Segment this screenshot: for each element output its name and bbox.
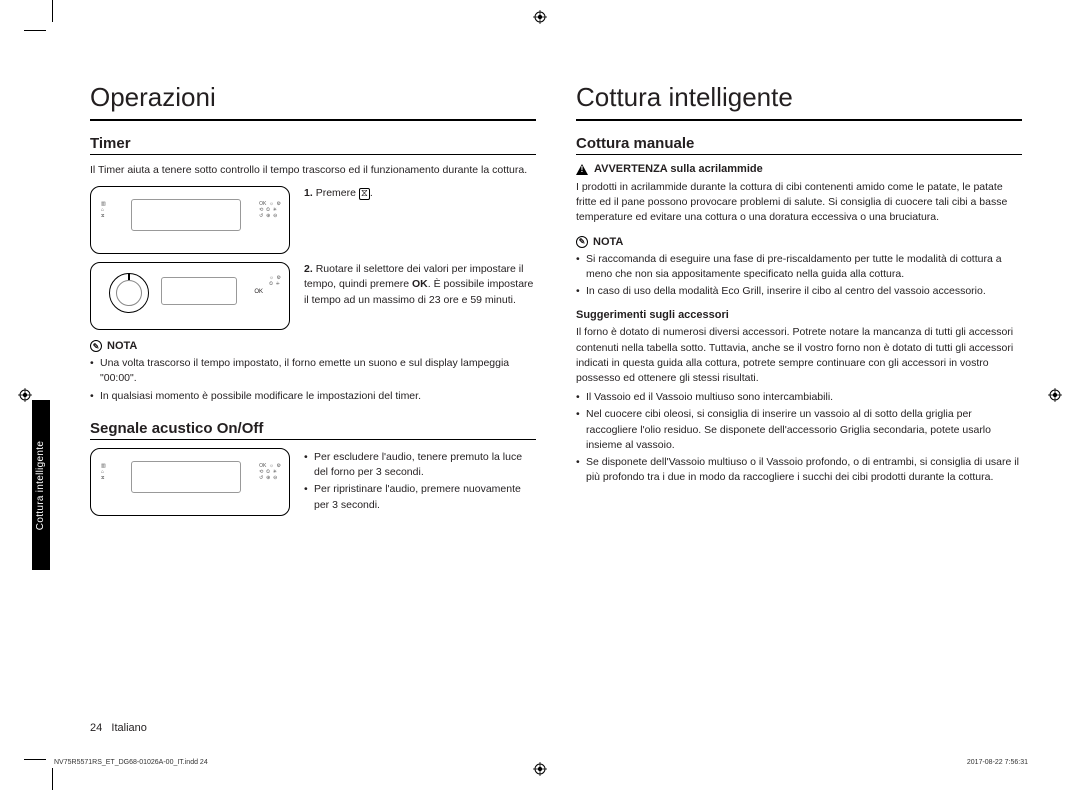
page-footer: 24 Italiano xyxy=(90,722,147,734)
warning-body: I prodotti in acrilammide durante la cot… xyxy=(576,180,1022,226)
indd-timestamp: 2017-08-22 7:56:31 xyxy=(967,759,1028,766)
oven-dial-illustration: OK ☼ ⚙⏲ ✳ xyxy=(90,262,290,330)
page-language: Italiano xyxy=(111,722,146,734)
warning-icon xyxy=(576,164,588,175)
rule xyxy=(90,154,536,155)
step-num: 1. xyxy=(304,187,313,199)
nota-label: NOTA xyxy=(107,340,137,352)
manual-page: Cottura intelligente Operazioni Timer Il… xyxy=(0,0,1080,790)
step-suffix: . xyxy=(370,187,373,199)
timer-intro: Il Timer aiuta a tenere sotto controllo … xyxy=(90,163,536,178)
nota-list: Si raccomanda di eseguire una fase di pr… xyxy=(576,252,1022,300)
nota-item: Si raccomanda di eseguire una fase di pr… xyxy=(576,252,1022,282)
note-icon: ✎ xyxy=(576,236,588,248)
crop-mark xyxy=(52,768,53,790)
accessories-item: Nel cuocere cibi oleosi, si consiglia di… xyxy=(576,407,1022,453)
step-num: 2. xyxy=(304,263,313,275)
heading-operazioni: Operazioni xyxy=(90,82,536,113)
oven-control-illustration: ▥⌂⧖ OK ☼ ⚙⟲ ⏲ ✳↺ ⊕ ⊖ xyxy=(90,448,290,516)
timer-step-2: OK ☼ ⚙⏲ ✳ 2. Ruotare il selettore dei va… xyxy=(90,262,536,330)
indd-filename: NV75R5571RS_ET_DG68-01026A-00_IT.indd 24 xyxy=(54,759,208,766)
step-text: Per escludere l'audio, tenere premuto la… xyxy=(304,448,536,515)
step-text: 1. Premere ⧖. xyxy=(304,186,536,201)
accessories-heading: Suggerimenti sugli accessori xyxy=(576,309,1022,321)
oven-control-illustration: ▥⌂⧖ OK ☼ ⚙⟲ ⏲ ✳↺ ⊕ ⊖ xyxy=(90,186,290,254)
step-body: Premere xyxy=(316,187,359,199)
registration-mark-icon xyxy=(18,388,32,402)
left-column: Operazioni Timer Il Timer aiuta a tenere… xyxy=(90,82,536,740)
crop-mark xyxy=(24,30,46,31)
crop-mark xyxy=(52,0,53,22)
heading-manuale: Cottura manuale xyxy=(576,135,1022,152)
crop-mark xyxy=(24,759,46,760)
heading-timer: Timer xyxy=(90,135,536,152)
registration-mark-icon xyxy=(1048,388,1062,402)
sound-row: ▥⌂⧖ OK ☼ ⚙⟲ ⏲ ✳↺ ⊕ ⊖ Per escludere l'aud… xyxy=(90,448,536,516)
heading-sound: Segnale acustico On/Off xyxy=(90,420,536,437)
step-text: 2. Ruotare il selettore dei valori per i… xyxy=(304,262,536,308)
nota-item: In caso di uso della modalità Eco Grill,… xyxy=(576,284,1022,299)
nota-list: Una volta trascorso il tempo impostato, … xyxy=(90,356,536,404)
nota-item: Una volta trascorso il tempo impostato, … xyxy=(90,356,536,386)
warning-label: AVVERTENZA sulla acrilammide xyxy=(594,163,763,175)
registration-mark-icon xyxy=(533,762,547,776)
sound-item: Per ripristinare l'audio, premere nuovam… xyxy=(304,482,536,512)
rule xyxy=(90,119,536,121)
accessories-item: Il Vassoio ed il Vassoio multiuso sono i… xyxy=(576,390,1022,405)
section-tab: Cottura intelligente xyxy=(32,400,50,570)
timestamp-text: 2017-08-22 7:56:31 xyxy=(967,759,1028,766)
section-tab-label: Cottura intelligente xyxy=(36,440,47,529)
accessories-body: Il forno è dotato di numerosi diversi ac… xyxy=(576,325,1022,386)
registration-mark-icon xyxy=(533,10,547,24)
rule xyxy=(576,119,1022,121)
nota-label: NOTA xyxy=(593,236,623,248)
rule xyxy=(90,439,536,440)
heading-cottura: Cottura intelligente xyxy=(576,82,1022,113)
ok-inline: OK xyxy=(412,278,428,290)
nota-heading: ✎ NOTA xyxy=(576,236,1022,248)
sound-item: Per escludere l'audio, tenere premuto la… xyxy=(304,450,536,480)
ok-label: OK xyxy=(254,289,263,295)
accessories-item: Se disponete dell'Vassoio multiuso o il … xyxy=(576,455,1022,485)
accessories-list: Il Vassoio ed il Vassoio multiuso sono i… xyxy=(576,390,1022,485)
right-column: Cottura intelligente Cottura manuale AVV… xyxy=(576,82,1022,740)
timer-step-1: ▥⌂⧖ OK ☼ ⚙⟲ ⏲ ✳↺ ⊕ ⊖ 1. Premere ⧖. xyxy=(90,186,536,254)
content-area: Operazioni Timer Il Timer aiuta a tenere… xyxy=(90,82,1022,740)
nota-item: In qualsiasi momento è possibile modific… xyxy=(90,389,536,404)
warning-heading: AVVERTENZA sulla acrilammide xyxy=(576,163,1022,175)
note-icon: ✎ xyxy=(90,340,102,352)
hourglass-icon: ⧖ xyxy=(359,188,370,200)
nota-heading: ✎ NOTA xyxy=(90,340,536,352)
rule xyxy=(576,154,1022,155)
page-number: 24 xyxy=(90,722,102,734)
